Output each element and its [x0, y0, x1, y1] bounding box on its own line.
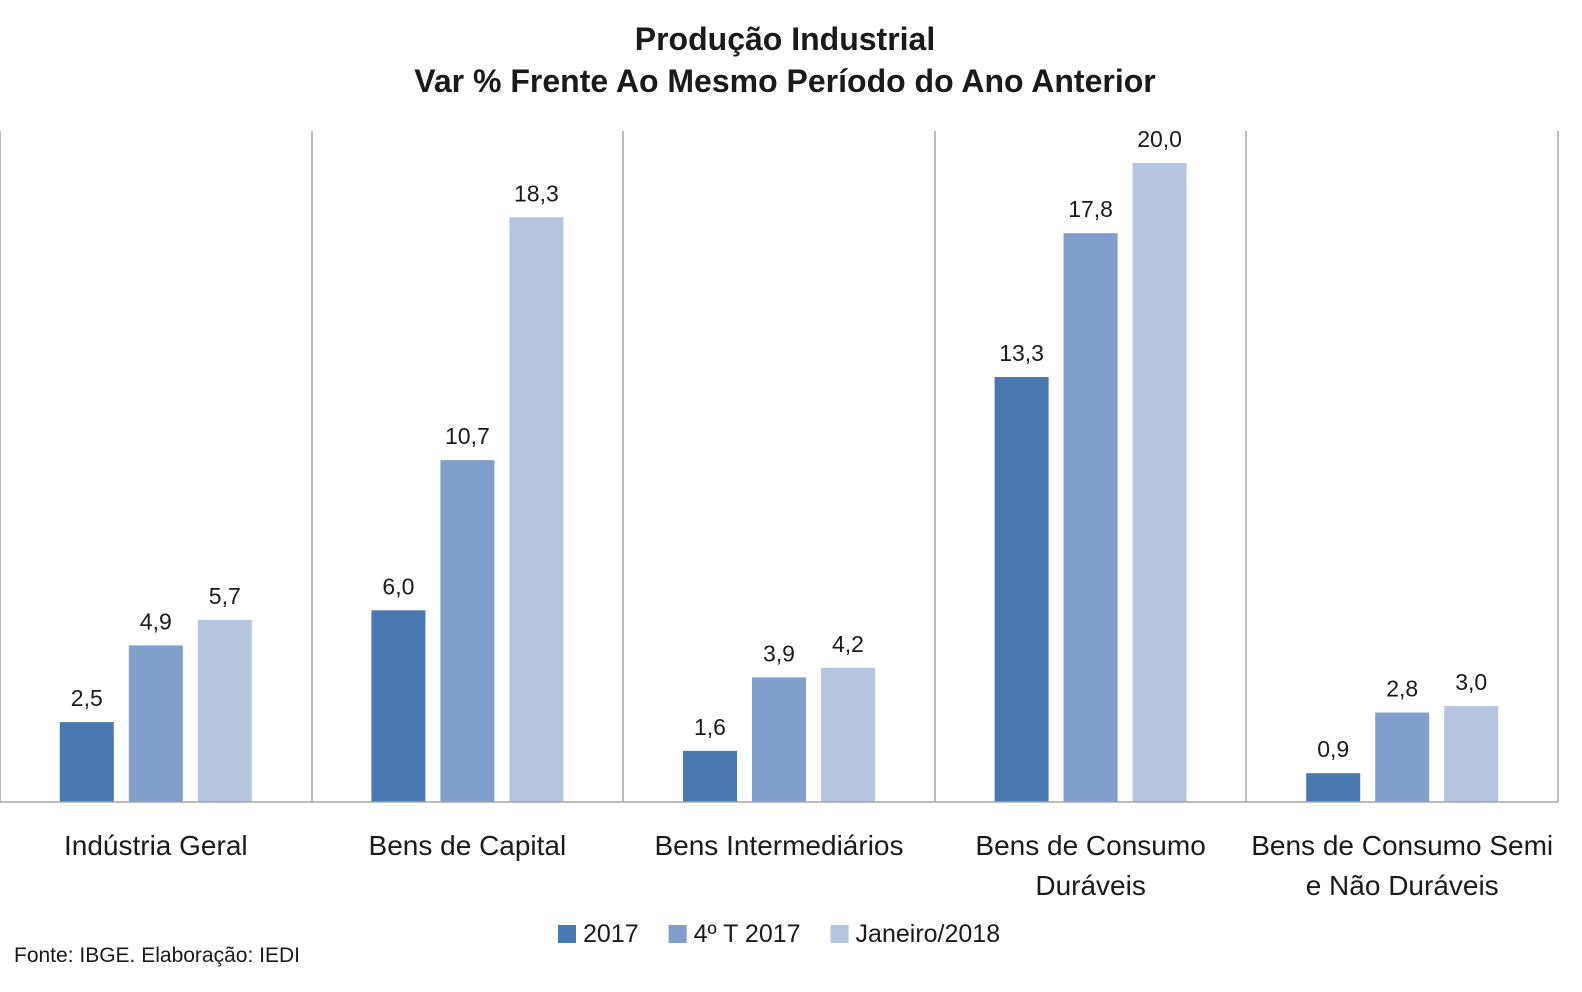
data-label: 3,0: [1455, 669, 1487, 695]
bar: [509, 217, 564, 803]
legend-swatch: [830, 925, 849, 943]
data-label: 17,8: [1068, 196, 1113, 222]
category-label: Bens Intermediários: [654, 830, 903, 861]
legend-swatch: [668, 925, 687, 943]
data-label: 3,9: [763, 640, 795, 666]
data-label: 4,2: [832, 631, 864, 657]
data-label: 6,0: [382, 573, 414, 599]
category-label: e Não Duráveis: [1306, 870, 1499, 901]
bar: [1375, 712, 1430, 802]
legend-label: 2017: [583, 920, 639, 948]
category-label: Bens de Capital: [369, 830, 567, 861]
category-label: Duráveis: [1035, 870, 1145, 901]
category-label: Bens de Consumo Semi: [1251, 830, 1553, 861]
chart-title-line-1: Produção Industrial: [635, 21, 935, 57]
category-separators: [0, 131, 1559, 802]
legend-label: 4º T 2017: [694, 920, 801, 948]
bar: [1306, 773, 1361, 802]
bar: [994, 377, 1049, 802]
data-label: 5,7: [209, 583, 241, 609]
bars-group: [59, 163, 1499, 803]
bar: [371, 610, 426, 802]
data-labels-group: 2,5 4,9 5,7 6,0 10,7 18,3 1,6 3,9 4,2 13,3 17,8 20,…: [71, 126, 1487, 762]
bar: [59, 722, 114, 802]
data-label: 4,9: [140, 608, 172, 634]
source-note: Fonte: IBGE. Elaboração: IEDI: [14, 944, 300, 967]
data-label: 0,9: [1317, 736, 1349, 762]
bar: [1063, 233, 1118, 802]
legend-label: Janeiro/2018: [856, 920, 1001, 948]
bar: [752, 677, 806, 802]
data-label: 13,3: [999, 340, 1044, 366]
data-label: 20,0: [1137, 126, 1182, 152]
bar: [1444, 706, 1499, 802]
category-labels-group: Indústria Geral Bens de Capital Bens Inter…: [64, 830, 1553, 901]
chart-title: Produção Industrial Var % Frente Ao Mesmo…: [414, 21, 1155, 99]
legend-swatch: [558, 925, 576, 943]
bar: [821, 667, 875, 802]
bar: [197, 619, 252, 802]
data-label: 2,8: [1386, 676, 1418, 702]
data-label: 10,7: [445, 423, 490, 449]
category-label: Bens de Consumo: [975, 830, 1205, 861]
chart-title-line-2: Var % Frente Ao Mesmo Período do Ano Ant…: [414, 63, 1155, 99]
category-label: Indústria Geral: [64, 830, 248, 861]
bar: [1132, 163, 1187, 802]
data-label: 1,6: [694, 714, 726, 740]
bar: [683, 750, 737, 802]
legend: 2017 4º T 2017 Janeiro/2018: [558, 920, 1000, 948]
data-label: 2,5: [71, 685, 103, 711]
bar: [440, 460, 495, 802]
bar: [128, 645, 183, 802]
data-label: 18,3: [514, 180, 559, 206]
